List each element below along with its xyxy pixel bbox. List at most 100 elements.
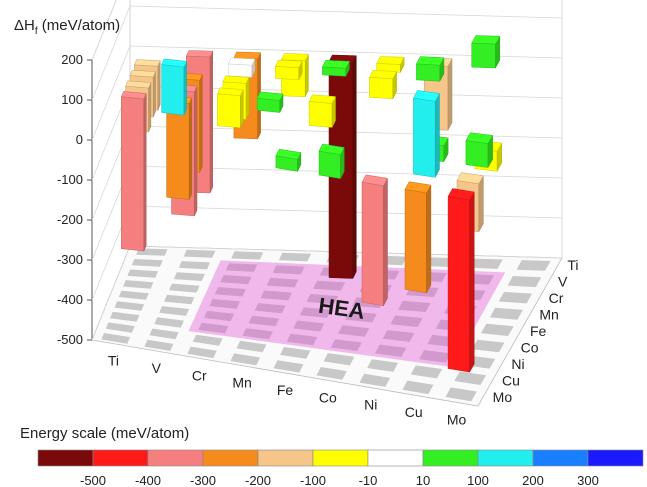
floor-tile [214, 287, 246, 297]
y-axis-title-subscript: f [35, 26, 38, 37]
bar-top-face [134, 59, 161, 67]
bar-mn-cu [275, 59, 303, 80]
floor-tile [402, 380, 434, 395]
floor-tile [286, 333, 318, 346]
floor-tile [164, 294, 195, 305]
bar-cu-mo [471, 35, 501, 69]
floor-tile [359, 373, 391, 387]
bar-front-face [161, 64, 185, 116]
y-axis-title: ΔHf (meV/atom) [14, 17, 120, 37]
legend-tick-label: 10 [416, 473, 430, 487]
legend-tick-label: 100 [467, 473, 489, 487]
legend-swatch [587, 449, 644, 467]
floor-tile [192, 334, 223, 346]
bar-side-face [447, 58, 453, 131]
floor-tile [118, 290, 149, 300]
bar-front-face [308, 101, 333, 128]
bar-side-face [194, 85, 198, 217]
bar-top-face [456, 172, 484, 185]
gridline [91, 0, 117, 61]
x-element-label: Fe [277, 382, 294, 398]
y-tick-label: -100 [57, 172, 83, 187]
floor-tile [472, 339, 505, 353]
x-element-label: V [152, 360, 162, 376]
floor-tile [248, 315, 280, 327]
bar-front-face [413, 97, 436, 178]
bar-fe-ti [275, 148, 302, 172]
y-tick-label: 100 [61, 92, 83, 107]
bar-front-face [318, 150, 341, 179]
bar-top-face [369, 70, 398, 79]
y-axis-title-unit: (meV/atom) [38, 17, 121, 34]
floor-tile [159, 306, 190, 316]
gridline [91, 45, 563, 141]
floor-tile [231, 251, 264, 260]
bar-side-face [199, 74, 203, 173]
bar-top-face [404, 181, 432, 194]
floor-tile [236, 340, 267, 353]
bar-top-face [447, 188, 475, 201]
y-axis: 200 100 0 -100 -200 -300 -400 -500 [57, 52, 92, 347]
legend-swatch [367, 449, 424, 467]
bar-top-face [275, 59, 303, 68]
floor-tile [254, 303, 286, 314]
legend-tick-label: -200 [245, 473, 271, 487]
floor-tile [469, 258, 503, 269]
bar-mo-ti [447, 188, 475, 374]
legend-swatch [422, 449, 479, 467]
floor-tile [105, 322, 135, 333]
bar-side-face [157, 60, 161, 111]
bar-front-face [416, 63, 441, 82]
z-element-label: Mn [539, 307, 558, 323]
bar-top-face [228, 57, 256, 66]
z-element-label: Cu [502, 372, 520, 388]
bar-top-face [125, 80, 152, 89]
bar-side-face [143, 93, 147, 252]
bar-co-cu [369, 70, 398, 99]
floor-tile [330, 339, 362, 351]
x-element-label: Mn [232, 375, 251, 391]
floor-tile [266, 277, 299, 288]
bar-fe-co [308, 94, 336, 128]
bar-top-face [185, 50, 214, 58]
floor-tile [306, 294, 339, 305]
bar-co-ti [318, 143, 345, 179]
bar-side-face [148, 82, 152, 133]
bar-mo-cr [465, 132, 494, 169]
floor-tile [110, 311, 140, 322]
floor-tile [280, 347, 311, 359]
floor-tile [398, 300, 431, 312]
bar-side-face [245, 77, 250, 120]
bar-front-face [471, 42, 496, 69]
bar-cu-ti [404, 181, 432, 294]
legend-swatch [92, 449, 149, 467]
bar-cu-v [413, 90, 440, 178]
bar-front-face [404, 189, 427, 294]
floor-tile [278, 252, 312, 262]
bar-top-face [161, 58, 187, 68]
floor-tile [173, 272, 205, 281]
z-element-label: Mo [493, 389, 513, 405]
bar-top-face [415, 56, 445, 66]
floor-tile [390, 315, 423, 327]
floor-tile [260, 290, 292, 301]
bar-fe-cu [322, 60, 350, 77]
legend-tick-label: 200 [522, 473, 544, 487]
floor-tile [225, 263, 258, 272]
bar-mn-fe [256, 91, 284, 113]
bar-top-face [471, 35, 501, 45]
legend-tick-label: -500 [80, 473, 106, 487]
legend-swatch [532, 449, 589, 467]
bar-front-face [121, 96, 145, 252]
z-element-label: Ti [567, 257, 578, 273]
bar-top-face [361, 174, 388, 187]
bar-side-face [304, 54, 309, 97]
y-axis-title-main: ΔH [14, 17, 35, 34]
floor-tile [454, 371, 486, 385]
bar-top-face [222, 75, 250, 84]
floor-tile [101, 333, 131, 344]
floor-tile [187, 346, 217, 359]
bar-side-face [183, 61, 187, 116]
bar-top-face [376, 56, 405, 65]
y-tick-label: -200 [57, 212, 83, 227]
